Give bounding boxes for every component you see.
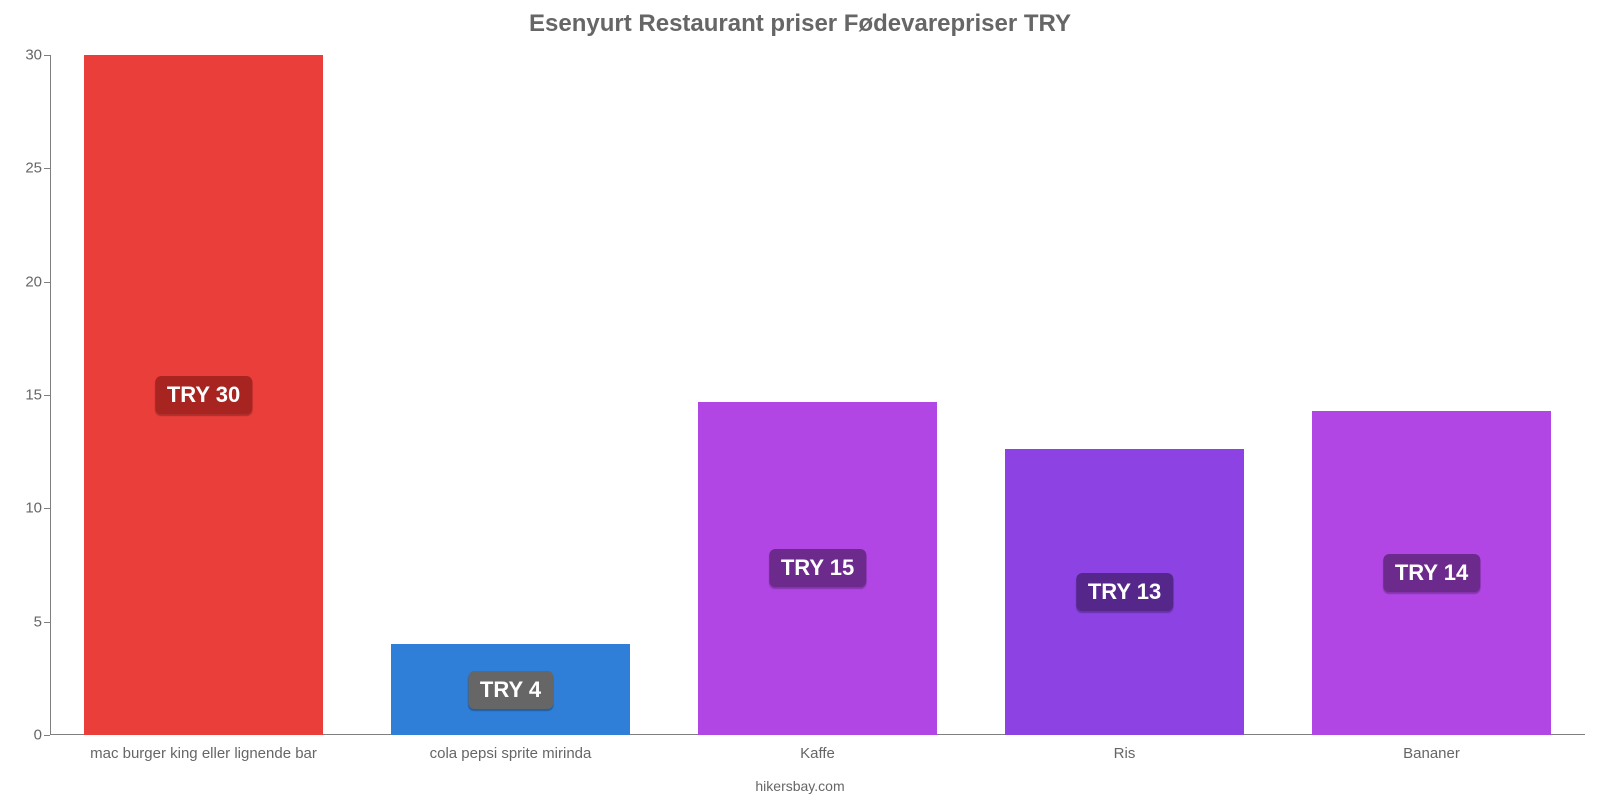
ytick-label: 10: [25, 500, 50, 517]
x-category-label: mac burger king eller lignende bar: [90, 735, 317, 762]
x-category-label: Bananer: [1403, 735, 1460, 762]
chart-container: Esenyurt Restaurant priser Fødevareprise…: [0, 0, 1600, 800]
x-category-label: Ris: [1114, 735, 1136, 762]
value-badge: TRY 14: [1383, 554, 1480, 592]
value-badge: TRY 15: [769, 549, 866, 587]
ytick-label: 20: [25, 273, 50, 290]
ytick-label: 30: [25, 47, 50, 64]
plot-area: 051015202530TRY 30mac burger king eller …: [50, 55, 1585, 735]
y-axis-line: [50, 55, 51, 735]
x-category-label: Kaffe: [800, 735, 835, 762]
credit-text: hikersbay.com: [0, 778, 1600, 794]
ytick-label: 5: [34, 613, 50, 630]
chart-title: Esenyurt Restaurant priser Fødevareprise…: [0, 0, 1600, 38]
ytick-label: 15: [25, 387, 50, 404]
value-badge: TRY 30: [155, 376, 252, 414]
value-badge: TRY 13: [1076, 573, 1173, 611]
ytick-label: 25: [25, 160, 50, 177]
x-category-label: cola pepsi sprite mirinda: [430, 735, 592, 762]
ytick-label: 0: [34, 727, 50, 744]
value-badge: TRY 4: [468, 671, 553, 709]
